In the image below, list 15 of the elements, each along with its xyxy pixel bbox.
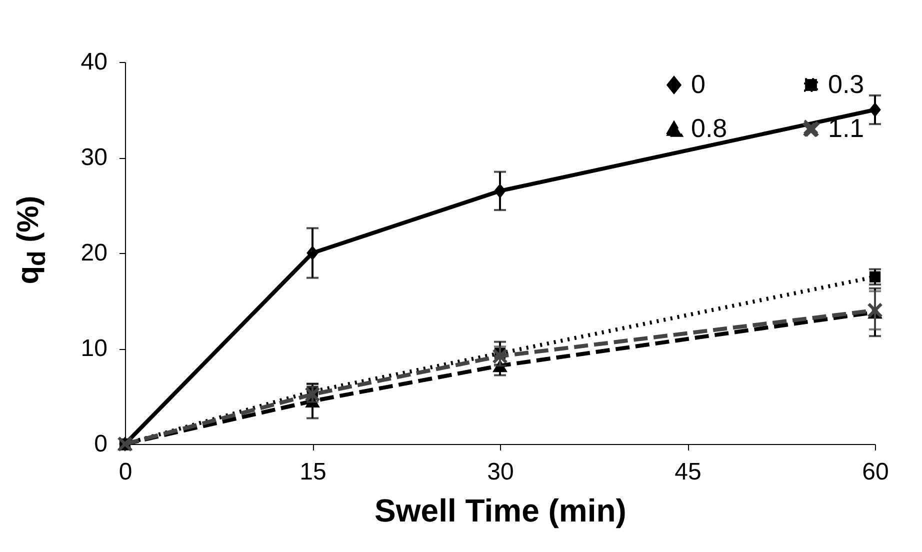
legend-label: 0.8	[691, 113, 728, 143]
x-tick-label: 60	[862, 458, 889, 486]
x-tick-label: 0	[118, 458, 132, 486]
x-axis-title: Swell Time (min)	[374, 492, 626, 528]
y-tick-label: 40	[80, 48, 108, 76]
x-tick-label: 45	[674, 458, 702, 486]
y-tick-label: 20	[80, 240, 108, 266]
legend-label: 0.3	[828, 69, 864, 99]
y-tick-label: 30	[80, 144, 108, 171]
legend-label: 0	[691, 69, 706, 99]
y-tick-label: 0	[94, 430, 108, 458]
x-tick-label: 30	[487, 458, 514, 486]
x-tick-label: 15	[300, 458, 326, 486]
legend-label: 1.1	[828, 113, 864, 143]
y-tick-label: 10	[80, 335, 108, 362]
